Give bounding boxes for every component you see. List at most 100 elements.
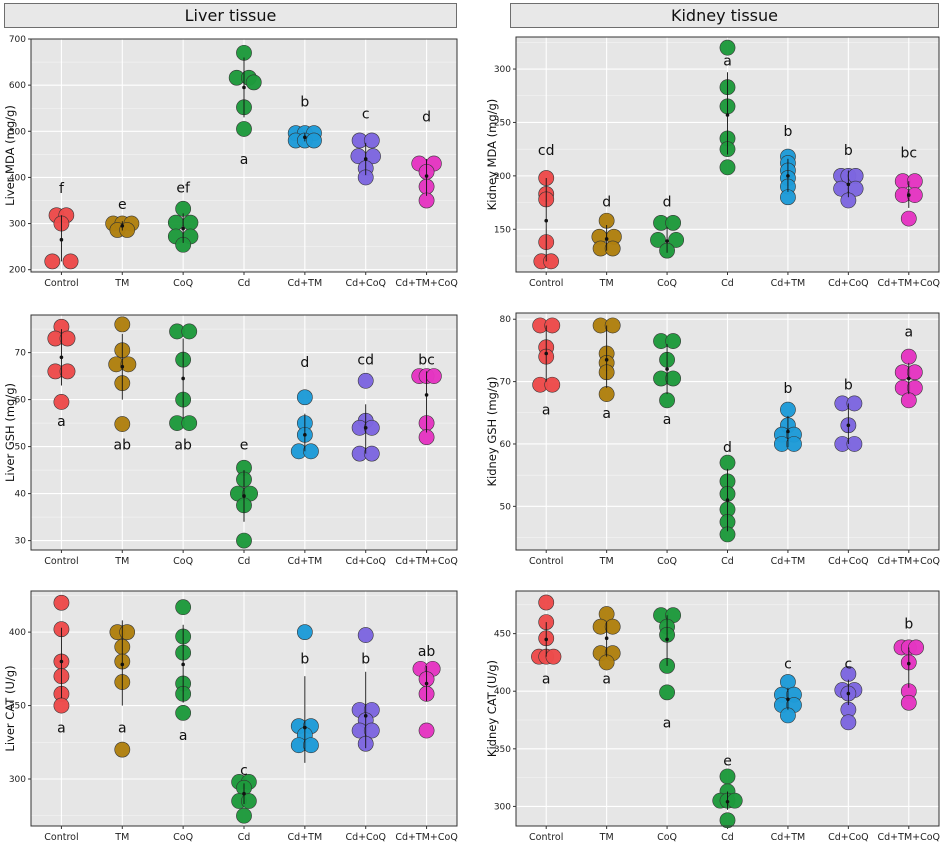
- mean-marker: [846, 182, 851, 187]
- significance-letter: cd: [357, 353, 374, 369]
- x-tick-label: Cd+TM+CoQ: [878, 832, 941, 843]
- data-point: [668, 232, 685, 248]
- significance-letter: b: [783, 381, 792, 397]
- significance-letter: bc: [418, 353, 435, 369]
- data-point: [604, 240, 621, 257]
- y-tick-label: 300: [494, 802, 511, 812]
- mean-marker: [363, 157, 368, 161]
- group-tm: e: [105, 197, 140, 238]
- significance-letter: a: [723, 54, 732, 70]
- x-tick-label: Cd+CoQ: [828, 556, 869, 567]
- group-cd-tm-coq: bc: [894, 145, 923, 227]
- data-point: [303, 737, 319, 754]
- data-point: [363, 445, 380, 462]
- mean-marker: [181, 226, 185, 231]
- significance-letter: d: [300, 355, 309, 371]
- significance-letter: e: [118, 197, 127, 213]
- y-tick-label: 350: [9, 702, 26, 712]
- x-tick-label: Cd+CoQ: [345, 832, 386, 843]
- data-point: [114, 316, 131, 333]
- data-point: [665, 333, 682, 349]
- significance-letter: a: [663, 412, 672, 428]
- group-tm: a: [592, 606, 621, 688]
- y-tick-label: 450: [494, 630, 511, 640]
- x-tick-label: Cd+CoQ: [828, 278, 869, 289]
- mean-marker: [59, 659, 64, 664]
- data-point: [545, 648, 562, 665]
- mean-marker: [120, 224, 125, 228]
- x-tick-label: Control: [44, 832, 78, 843]
- data-point: [846, 395, 863, 412]
- group-control: a: [531, 594, 562, 688]
- data-point: [120, 356, 137, 373]
- mean-marker: [725, 498, 730, 502]
- mean-marker: [363, 426, 368, 430]
- data-point: [544, 376, 561, 393]
- y-tick-label: 350: [494, 745, 511, 755]
- x-tick-label: Cd+TM: [771, 832, 806, 843]
- significance-letter: e: [723, 753, 732, 769]
- data-point: [236, 532, 252, 549]
- data-point: [114, 416, 131, 432]
- mean-marker: [786, 429, 790, 434]
- group-coq: ab: [169, 323, 198, 453]
- mean-marker: [303, 135, 307, 140]
- significance-letter: cd: [538, 143, 555, 159]
- significance-letter: d: [723, 440, 732, 456]
- data-point: [906, 364, 923, 381]
- mean-marker: [846, 691, 851, 696]
- group-coq: a: [175, 599, 192, 744]
- data-point: [908, 639, 924, 656]
- group-cd-tm: b: [287, 94, 322, 149]
- data-point: [780, 707, 796, 724]
- mean-marker: [725, 800, 730, 804]
- data-point: [119, 624, 136, 641]
- data-point: [659, 684, 675, 701]
- group-cd: c: [231, 763, 257, 824]
- significance-letter: ab: [174, 437, 192, 453]
- plot-frame: [30, 38, 458, 273]
- y-tick-label: 200: [494, 172, 511, 182]
- y-tick-label: 80: [500, 315, 512, 325]
- data-point: [598, 654, 615, 671]
- data-point: [296, 624, 313, 641]
- data-point: [303, 443, 319, 460]
- y-tick-label: 700: [9, 35, 26, 45]
- group-tm: a: [109, 620, 136, 758]
- mean-marker: [120, 364, 125, 369]
- mean-marker: [846, 423, 851, 428]
- group-control: f: [44, 181, 79, 270]
- data-point: [62, 253, 79, 270]
- x-tick-label: CoQ: [173, 278, 193, 289]
- data-point: [544, 317, 561, 334]
- y-tick-label: 250: [494, 118, 511, 128]
- significance-letter: a: [904, 325, 913, 341]
- mean-marker: [604, 237, 609, 241]
- significance-letter: c: [240, 763, 248, 779]
- data-point: [665, 214, 682, 231]
- mean-marker: [725, 113, 730, 117]
- mean-marker: [424, 174, 429, 178]
- x-tick-label: Control: [44, 556, 78, 567]
- mean-marker: [424, 681, 429, 686]
- group-cd-coq: b: [351, 627, 380, 752]
- x-tick-label: Control: [529, 832, 563, 843]
- group-tm: d: [591, 195, 622, 257]
- plot-frame: [515, 590, 940, 827]
- x-tick-label: Control: [44, 278, 78, 289]
- x-tick-label: TM: [114, 278, 129, 289]
- data-point: [719, 812, 736, 829]
- group-cd-coq: cd: [351, 353, 380, 462]
- data-point: [181, 323, 198, 340]
- mean-marker: [786, 174, 790, 178]
- significance-letter: ef: [176, 181, 191, 197]
- group-cd: e: [712, 753, 743, 829]
- group-coq: d: [650, 195, 685, 259]
- mean-marker: [120, 662, 125, 667]
- significance-letter: ab: [114, 437, 132, 453]
- data-point: [306, 132, 322, 149]
